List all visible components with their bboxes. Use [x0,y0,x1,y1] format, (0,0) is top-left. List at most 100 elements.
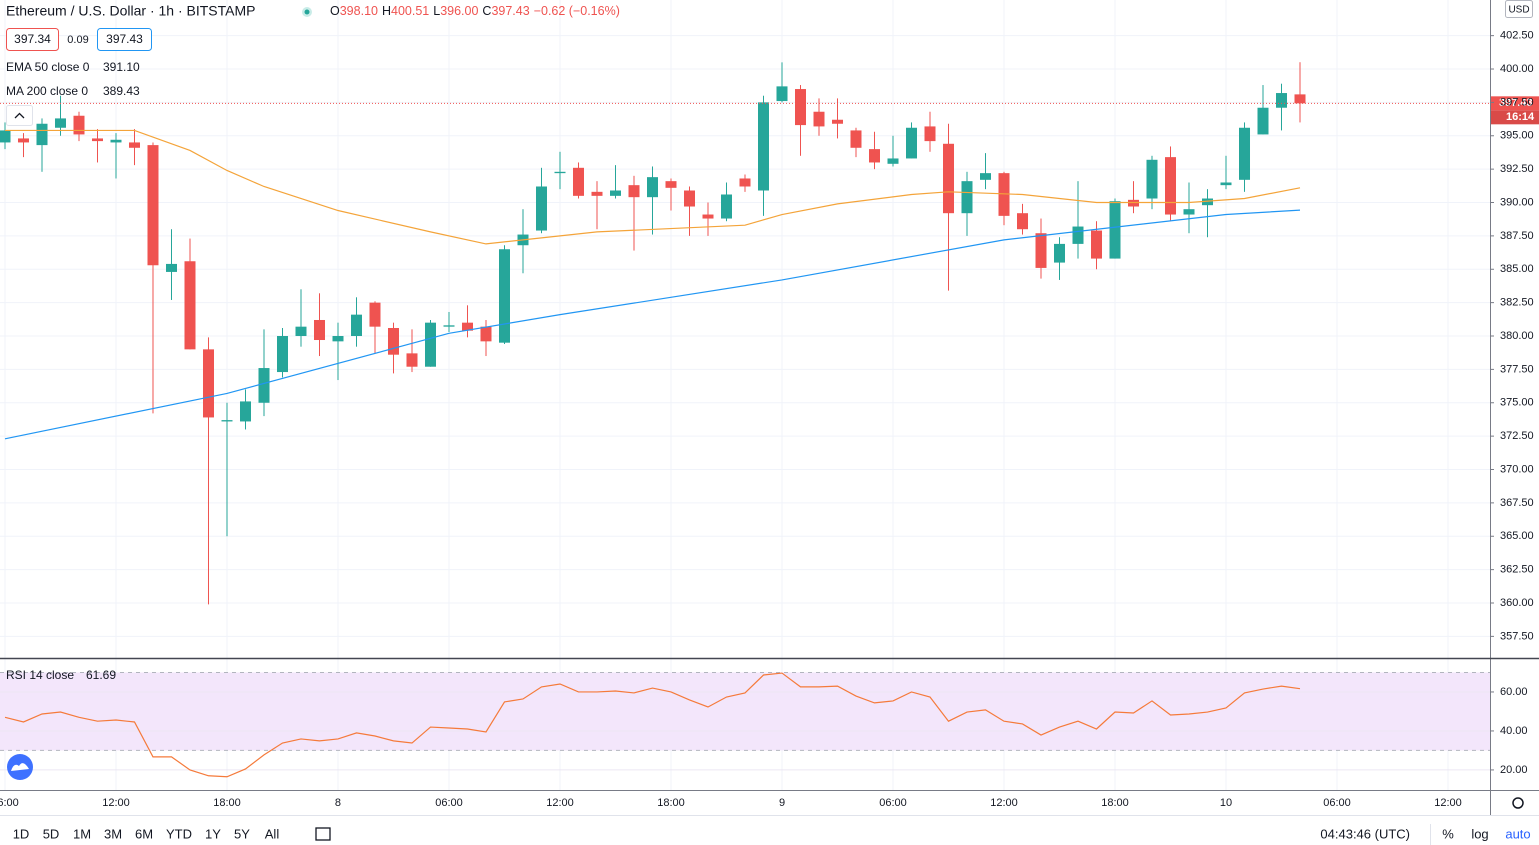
toolbar: 1D 5D 1M 3M 6M YTD 1Y 5Y All 04:43:46 (UTC)% log au… [13,826,1531,841]
candle-body [1017,213,1029,230]
x-tick-label: 12:00 [990,797,1018,809]
bid-box[interactable] [6,28,59,51]
range-button[interactable]: 1Y [205,826,221,841]
y-tick-label: 360.00 [1500,597,1534,609]
scale-option[interactable]: auto [1505,826,1530,841]
x-tick-label: 18:00 [213,797,241,809]
rsi-tick-label: 60.00 [1500,686,1528,698]
rsi-band [0,672,1490,751]
y-tick-label: 395.00 [1500,130,1534,142]
collapse-button[interactable] [6,105,33,126]
collapse-icon [14,112,25,119]
countdown-box [1491,110,1539,125]
y-tick-label: 357.50 [1500,630,1534,642]
status-dot [304,9,310,15]
candle-body [572,167,584,196]
range-button[interactable]: 5D [43,826,60,841]
candle-body [943,143,955,214]
x-tick-label: 18:00 [657,797,685,809]
candle-body [776,86,788,102]
x-tick-label: 12:00 [102,797,130,809]
range-button[interactable]: 1M [73,826,91,841]
candle-body [646,177,658,198]
ohlc-value: 396.00 [440,4,478,18]
candle-body [110,139,122,143]
countdown: 16:14 [1506,111,1535,123]
candle-body [498,249,510,343]
ma-legend-value: 389.43 [103,84,140,98]
ma-legend: MA 200 close 0 [6,84,88,98]
x-tick-label: 12:00 [546,797,574,809]
candle-body [239,401,251,422]
y-tick-label: 372.50 [1500,430,1534,442]
clock[interactable]: 04:43:46 (UTC) [1320,826,1410,841]
candle-body [480,326,492,342]
candle-body [313,319,325,341]
candle-body [406,353,418,367]
candle-body [332,336,344,342]
ohlc-value: 397.43 [491,4,529,18]
candle-body [1072,226,1084,244]
candle-body [17,138,29,143]
y-tick-label: 402.50 [1500,30,1534,42]
candle-body [591,191,603,196]
logo-cloud [11,763,29,771]
bid: 397.34 [14,32,51,46]
currency-box[interactable] [1505,0,1533,18]
indicator-line [4,209,1301,440]
candle-body [165,263,177,272]
y-tick-label: 392.50 [1500,163,1534,175]
y-tick-label: 365.00 [1500,530,1534,542]
x-tick-label: 18:00 [1101,797,1129,809]
ohlc-legend: O398.10 H400.51 L396.00 C397.43 −0.62 (−0.16… [330,4,620,18]
x-tick-label: 8 [335,797,341,809]
candle-body [702,214,714,219]
candle-body [369,302,381,327]
range-button[interactable]: YTD [166,826,192,841]
grid [0,0,1490,790]
symbol-title: Ethereum / U.S. Dollar · 1h · BITSTAMP [6,3,255,19]
range-button[interactable]: 6M [135,826,153,841]
candle-body [1054,243,1066,263]
ask-box[interactable] [97,28,152,51]
scale-option[interactable]: % [1442,826,1454,841]
y-tick-label: 375.00 [1500,397,1534,409]
candle-body [1165,157,1177,215]
x-tick-label: 06:00 [879,797,907,809]
x-tick-label: 06:00 [0,797,19,809]
candle-body [1091,230,1103,259]
candle-body [54,118,66,128]
y-tick-label: 377.50 [1500,363,1534,375]
candle-body [887,158,899,164]
ask: 397.43 [106,32,143,46]
candle-body [739,178,751,187]
candle-body [73,115,85,135]
x-tick-label: 9 [779,797,785,809]
ohlc-key: O [330,4,340,18]
range-button[interactable]: 5Y [234,826,250,841]
range-button[interactable]: 3M [104,826,122,841]
y-tick-label: 362.50 [1500,564,1534,576]
range-button[interactable]: 1D [13,826,30,841]
candle-body [424,322,436,367]
y-tick-label: 380.00 [1500,330,1534,342]
scale-option[interactable]: log [1471,826,1488,841]
marks [0,62,1490,778]
rsi-tick-label: 40.00 [1500,725,1528,737]
settings-icon[interactable] [1512,797,1524,809]
x-tick-label: 06:00 [1323,797,1351,809]
candle-body [554,171,566,174]
candle-body [1276,93,1288,108]
candle-body [91,138,103,142]
candle-body [443,325,455,327]
compare-icon[interactable] [315,827,331,841]
candle-body [961,181,973,214]
range-button[interactable]: All [265,826,280,841]
change: −0.62 (−0.16%) [534,4,620,18]
indicator-line [5,129,1301,245]
last-price-box [1491,96,1539,111]
candle-body [850,130,862,148]
x-tick-label: 10 [1220,797,1232,809]
